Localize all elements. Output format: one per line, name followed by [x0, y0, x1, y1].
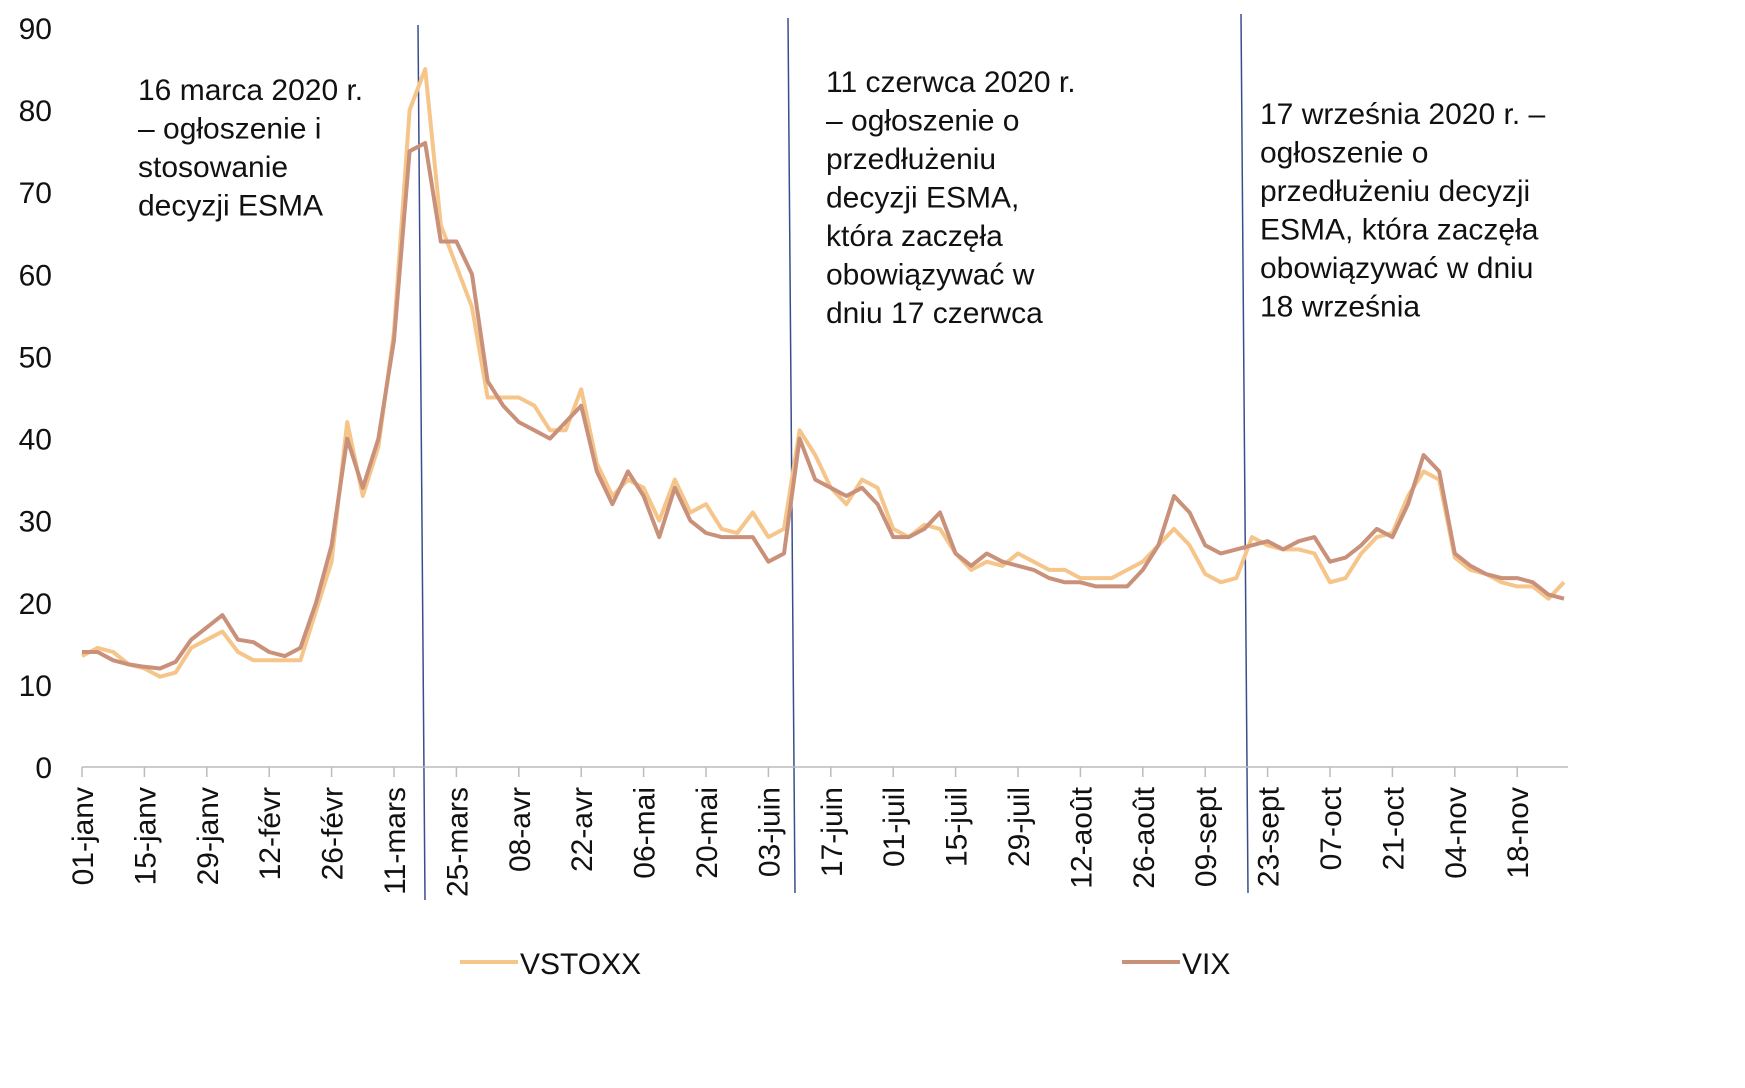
annotation: ogłoszenie o	[1260, 137, 1428, 170]
annotation: stosowanie	[138, 151, 288, 184]
x-tick-label: 08-avr	[504, 787, 537, 872]
x-tick-label: 01-juil	[878, 787, 911, 867]
annotation: 11 czerwca 2020 r.	[826, 66, 1076, 99]
x-tick-label: 21-oct	[1377, 786, 1410, 870]
x-tick-label: 06-mai	[629, 787, 662, 879]
annotation: decyzji ESMA,	[826, 182, 1019, 215]
annotation: przedłużeniu	[826, 143, 996, 176]
x-tick-label: 22-avr	[566, 787, 599, 872]
y-tick-label: 70	[19, 177, 52, 210]
x-tick-label: 03-juin	[753, 787, 786, 877]
annotation: decyzji ESMA	[138, 190, 323, 223]
annotation: ESMA, która zaczęła	[1260, 214, 1539, 247]
annotation: obowiązywać w dniu	[1260, 252, 1533, 285]
annotation: która zaczęła	[826, 220, 1003, 253]
annotation: obowiązywać w	[826, 259, 1035, 292]
x-tick-label: 15-janv	[129, 787, 162, 885]
x-tick-label: 11-mars	[379, 787, 412, 895]
y-tick-label: 20	[19, 588, 52, 621]
y-tick-label: 50	[19, 341, 52, 374]
annotation: – ogłoszenie o	[826, 105, 1019, 138]
series-line	[82, 141, 1565, 671]
y-tick-label: 90	[19, 13, 52, 46]
annotation: 18 września	[1260, 291, 1420, 324]
legend-label: VIX	[1182, 948, 1230, 981]
event-line	[417, 24, 426, 901]
annotation: 16 marca 2020 r.	[138, 74, 363, 107]
annotation: przedłużeniu decyzji	[1260, 175, 1530, 208]
annotation: 17 września 2020 r. –	[1260, 98, 1545, 131]
x-tick-label: 23-sept	[1253, 786, 1286, 887]
annotation: dniu 17 czerwca	[826, 297, 1043, 330]
x-tick-label: 01-janv	[67, 787, 100, 885]
annotation: – ogłoszenie i	[138, 113, 321, 146]
x-tick-label: 26-août	[1128, 786, 1161, 888]
x-tick-label: 18-nov	[1502, 787, 1535, 879]
y-tick-label: 10	[19, 670, 52, 703]
y-tick-label: 60	[19, 259, 52, 292]
x-tick-label: 09-sept	[1190, 786, 1223, 887]
y-tick-label: 0	[35, 752, 52, 785]
legend-label: VSTOXX	[520, 948, 641, 981]
x-tick-label: 04-nov	[1440, 787, 1473, 879]
event-line	[1240, 13, 1249, 894]
y-tick-label: 80	[19, 95, 52, 128]
x-tick-label: 26-févr	[317, 787, 350, 880]
x-tick-label: 17-juin	[816, 787, 849, 877]
x-tick-label: 20-mai	[691, 787, 724, 879]
x-tick-label: 07-oct	[1315, 786, 1348, 870]
x-tick-label: 12-févr	[254, 787, 287, 880]
x-tick-label: 29-janv	[192, 787, 225, 885]
event-line	[787, 17, 796, 894]
x-tick-label: 15-juil	[941, 787, 974, 867]
x-tick-label: 25-mars	[441, 787, 474, 897]
x-tick-label: 12-août	[1065, 786, 1098, 888]
x-tick-label: 29-juil	[1003, 787, 1036, 867]
y-tick-label: 30	[19, 506, 52, 539]
y-tick-label: 40	[19, 424, 52, 457]
series-line	[81, 67, 1566, 679]
